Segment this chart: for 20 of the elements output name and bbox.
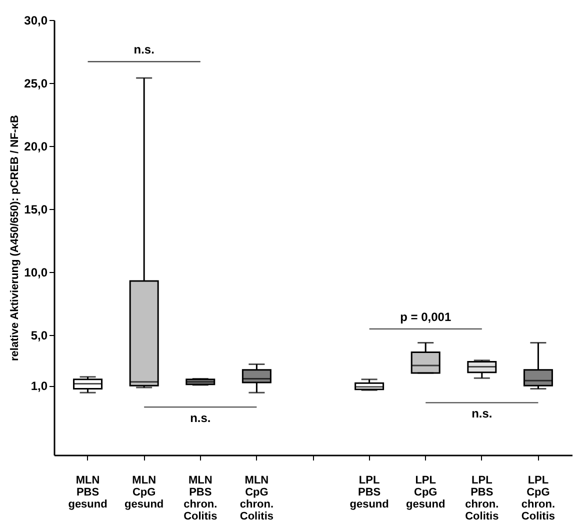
annotation: n.s. [472,406,492,421]
y-tick-label: 10,0 [24,266,48,280]
y-tick-label: 20,0 [24,140,48,154]
x-tick-label: MLN PBS chron. Colitis [184,474,218,522]
annotation: n.s. [190,411,211,426]
x-tick-label: MLN PBS gesund [68,474,108,510]
x-tick-label: LPL PBS chron. Colitis [465,474,499,522]
x-tick-label: MLN CpG gesund [124,474,164,510]
x-tick-label: LPL CpG gesund [406,474,446,510]
x-tick-label: LPL CpG chron. Colitis [521,474,556,522]
y-tick-label: 30,0 [24,14,48,28]
x-tick-label: MLN CpG chron. Colitis [240,474,274,522]
y-tick-label: 1,0 [30,379,48,394]
annotation: p = 0,001 [400,310,452,324]
annotation: n.s. [134,42,154,57]
x-tick-label: LPL PBS gesund [350,474,389,510]
y-axis-title: relative Aktivierung (A450/650): pCREB / NF-κB [9,114,22,361]
y-tick-label: 5,0 [30,328,48,343]
y-tick-label: 15,0 [24,202,48,217]
y-tick-label: 25,0 [24,76,48,91]
